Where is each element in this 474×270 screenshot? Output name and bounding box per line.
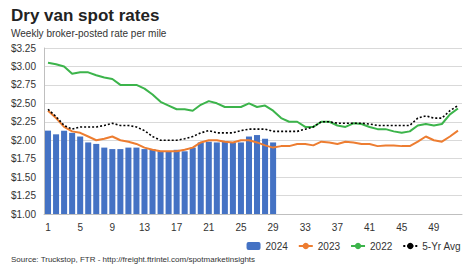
svg-text:29: 29 xyxy=(268,222,280,233)
svg-text:$1.75: $1.75 xyxy=(11,153,36,164)
svg-text:37: 37 xyxy=(332,222,344,233)
svg-text:9: 9 xyxy=(110,222,116,233)
svg-text:2024: 2024 xyxy=(266,241,289,252)
svg-text:49: 49 xyxy=(428,222,440,233)
svg-text:1: 1 xyxy=(45,222,51,233)
svg-text:5: 5 xyxy=(77,222,83,233)
svg-text:17: 17 xyxy=(171,222,183,233)
svg-text:$2.00: $2.00 xyxy=(11,135,36,146)
svg-text:$1.50: $1.50 xyxy=(11,172,36,183)
svg-text:$1.00: $1.00 xyxy=(11,209,36,220)
svg-text:25: 25 xyxy=(235,222,247,233)
svg-text:Weekly broker-posted rate per: Weekly broker-posted rate per mile xyxy=(11,28,167,39)
svg-text:$3.00: $3.00 xyxy=(11,61,36,72)
svg-text:Dry van spot rates: Dry van spot rates xyxy=(11,6,159,25)
svg-text:$1.25: $1.25 xyxy=(11,190,36,201)
svg-text:5-Yr Avg: 5-Yr Avg xyxy=(422,241,460,252)
svg-text:13: 13 xyxy=(139,222,151,233)
svg-text:$2.75: $2.75 xyxy=(11,79,36,90)
svg-text:45: 45 xyxy=(396,222,408,233)
svg-text:33: 33 xyxy=(300,222,312,233)
svg-text:$2.50: $2.50 xyxy=(11,98,36,109)
svg-text:41: 41 xyxy=(364,222,376,233)
svg-text:2023: 2023 xyxy=(318,241,341,252)
svg-text:21: 21 xyxy=(203,222,215,233)
svg-text:2022: 2022 xyxy=(370,241,393,252)
svg-text:$2.25: $2.25 xyxy=(11,116,36,127)
svg-text:Source: Truckstop, FTR - http:: Source: Truckstop, FTR - http://freight.… xyxy=(11,255,255,264)
svg-text:$3.25: $3.25 xyxy=(11,43,36,54)
